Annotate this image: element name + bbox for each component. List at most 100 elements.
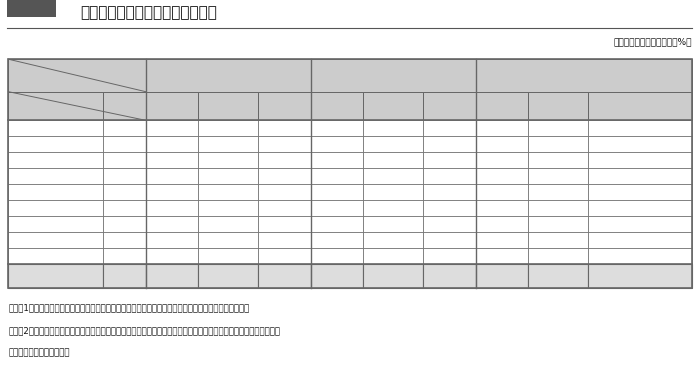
Text: 20.63%: 20.63% [209,155,246,165]
Text: 16.92%: 16.92% [539,187,578,197]
Text: 100%: 100% [625,271,654,281]
Text: 2.95%: 2.95% [542,203,574,213]
Text: 1.35%: 1.35% [542,251,574,261]
Text: 25.07%: 25.07% [374,155,412,165]
Text: 17.16%: 17.16% [539,171,578,181]
Text: 3.62%: 3.62% [542,123,574,133]
Text: シェア: シェア [631,101,649,111]
Text: 8: 8 [447,123,453,133]
Text: 99年度: 99年度 [215,70,242,81]
Text: （単位：億円）（シェア：%）: （単位：億円）（シェア：%） [613,37,692,47]
Text: 52: 52 [443,139,456,149]
Text: シェア: シェア [441,101,458,111]
Text: 3: 3 [121,251,127,261]
Text: 3.14%: 3.14% [212,235,244,245]
Text: 6: 6 [447,235,453,245]
Text: 1.57%: 1.57% [212,251,244,261]
Text: 181.03: 181.03 [485,187,519,197]
Text: 163: 163 [162,271,181,281]
Text: 41: 41 [118,155,130,165]
Text: 分野: 分野 [13,105,25,115]
Text: 36.51: 36.51 [158,235,186,245]
Text: 18.26: 18.26 [158,251,186,261]
Text: 計: 計 [74,271,80,281]
Text: 38.77: 38.77 [488,123,517,133]
Text: 金　額: 金 額 [384,101,402,111]
Text: 3.72: 3.72 [326,251,348,261]
Text: 地　　雷: 地 雷 [14,219,38,229]
Text: 2000年度: 2000年度 [373,70,414,81]
Text: 環　　境: 環 境 [14,123,38,133]
Text: 金　額: 金 額 [550,101,567,111]
Text: 60: 60 [278,139,290,149]
Text: エネルギー: エネルギー [14,203,44,213]
Text: 183.54: 183.54 [485,171,519,181]
Text: 1,086.91: 1,086.91 [370,271,416,281]
Text: 1069.86: 1069.86 [537,271,580,281]
Text: 44.47: 44.47 [488,235,517,245]
Text: 8: 8 [121,235,127,245]
Text: 100%: 100% [435,271,465,281]
Text: 46: 46 [118,123,130,133]
Text: 31.55: 31.55 [488,203,517,213]
Text: 186: 186 [327,271,347,281]
Text: 169: 169 [492,271,512,281]
Text: 14.54: 14.54 [488,219,517,229]
Text: 14.48: 14.48 [488,251,517,261]
Text: 194.51: 194.51 [154,171,189,181]
Text: 件　数: 件 数 [328,101,346,111]
Text: 図表: 図表 [27,0,36,5]
Text: 造りと変更した。: 造りと変更した。 [8,348,70,357]
Text: 274.05: 274.05 [320,123,354,133]
Text: 24: 24 [118,171,130,181]
Text: 32.06%: 32.06% [540,139,578,149]
Text: 340.19: 340.19 [154,139,189,149]
Text: 金　額: 金 額 [219,101,237,111]
Text: 356.15: 356.15 [319,139,354,149]
Text: 40: 40 [278,123,290,133]
Text: 29.21%: 29.21% [209,139,247,149]
Text: 9: 9 [281,235,288,245]
Text: 134.69: 134.69 [320,171,354,181]
Text: （2）今年度より分野の内訳として水、エネルギー、地雷を加え、また民生・環境を環境、教育・研究を教育・人: （2）今年度より分野の内訳として水、エネルギー、地雷を加え、また民生・環境を環境… [8,326,281,335]
Text: シェア: シェア [276,101,293,111]
Text: 1: 1 [281,251,288,261]
Text: 2: 2 [447,251,453,261]
Text: 41: 41 [118,139,130,149]
Text: 1: 1 [447,219,453,229]
Text: 12.39%: 12.39% [374,171,412,181]
Text: 一般プロジェクト無償分野別配分: 一般プロジェクト無償分野別配分 [80,5,218,20]
Text: 25.21%: 25.21% [374,123,412,133]
Text: 53: 53 [278,155,290,165]
Text: 会計年度: 会計年度 [120,63,143,72]
Text: 28.74%: 28.74% [209,123,246,133]
Text: 実績: 実績 [131,95,143,105]
Text: 218.43: 218.43 [485,155,519,165]
Text: 23: 23 [278,171,290,181]
Text: 農　林　業: 農 林 業 [14,235,44,245]
Text: 29: 29 [443,187,456,197]
Text: 注：（1）一般プロジェクト無償のうち、債務救済、ノンプロ、留学生無償、草の根無償は含まれない。: 注：（1）一般プロジェクト無償のうち、債務救済、ノンプロ、留学生無償、草の根無償… [8,304,250,313]
Text: 100%: 100% [270,271,299,281]
Text: 16.70%: 16.70% [209,171,246,181]
Text: 272.54: 272.54 [319,155,354,165]
Text: 1,164.46: 1,164.46 [204,271,251,281]
Text: 43: 43 [444,155,456,165]
Text: 教育・人造り: 教育・人造り [14,171,50,181]
Text: 医療・保健: 医療・保健 [14,155,44,165]
Text: Ⅲ-38: Ⅲ-38 [21,7,42,16]
Text: 2001年度: 2001年度 [564,70,605,81]
Text: 4.16%: 4.16% [542,235,574,245]
Text: 32.77%: 32.77% [374,139,412,149]
Text: 1.36%: 1.36% [542,219,574,229]
Text: 20.42%: 20.42% [540,155,578,165]
Text: 通信・運輸: 通信・運輸 [14,139,44,149]
Text: 5: 5 [447,203,453,213]
Text: 水: 水 [14,187,20,197]
Text: 0.34%: 0.34% [377,251,409,261]
Text: 45.76: 45.76 [323,235,351,245]
Text: 240.28: 240.28 [154,155,189,165]
Text: そ　の　他: そ の 他 [14,251,44,261]
Text: 23: 23 [443,171,456,181]
Text: 4.21%: 4.21% [377,235,409,245]
